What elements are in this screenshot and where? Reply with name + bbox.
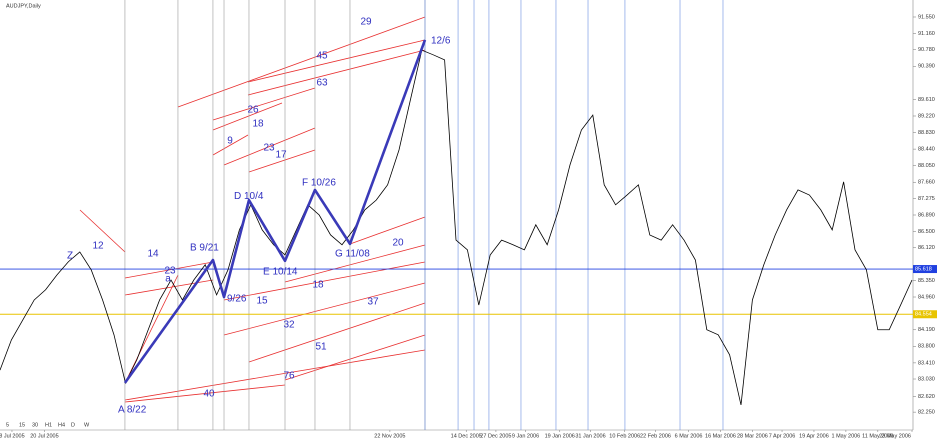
fan-label: 40 bbox=[203, 389, 215, 400]
y-tick-label: 90.390 bbox=[918, 64, 935, 70]
y-tick-label: 89.610 bbox=[918, 97, 935, 103]
y-tick-label: 84.190 bbox=[918, 327, 935, 333]
timeframe-button: H1 bbox=[45, 422, 52, 428]
wave-label: A 8/22 bbox=[118, 404, 147, 415]
chart-title: AUDJPY,Daily bbox=[6, 3, 41, 9]
y-tick-label: 89.220 bbox=[918, 113, 935, 119]
x-tick-label: 22 Feb 2006 bbox=[640, 433, 671, 439]
x-tick-label: 28 Mar 2006 bbox=[737, 433, 768, 439]
y-tick-label: 88.830 bbox=[918, 130, 935, 136]
x-tick-label: 19 Jan 2006 bbox=[545, 433, 575, 439]
fan-label: 45 bbox=[316, 51, 328, 62]
timeframe-button: W bbox=[84, 422, 90, 428]
fan-label: 18 bbox=[312, 280, 324, 291]
x-tick-label: 16 Mar 2006 bbox=[705, 433, 736, 439]
x-tick-label: 11 May 2006 bbox=[862, 433, 893, 439]
wave-label: F 10/26 bbox=[302, 178, 336, 189]
fan-lines bbox=[79, 16, 426, 403]
timeframe-button: D bbox=[71, 422, 75, 428]
wave-label: 12/6 bbox=[431, 36, 451, 47]
wave-label: 9/26 bbox=[227, 294, 247, 305]
y-tick-label: 86.500 bbox=[918, 229, 935, 235]
fan-label: a bbox=[165, 274, 171, 285]
x-tick-label: 1 May 2006 bbox=[832, 433, 861, 439]
x-tick-label: 23 May 2006 bbox=[879, 433, 911, 439]
x-tick-label: 8 Jul 2005 bbox=[0, 433, 25, 439]
x-tick-label: 20 Jul 2005 bbox=[30, 433, 58, 439]
x-tick-label: 6 Mar 2006 bbox=[675, 433, 703, 439]
y-tick-label: 83.410 bbox=[918, 360, 935, 366]
fan-label: 9 bbox=[227, 136, 233, 147]
fan-label: 23 bbox=[164, 266, 176, 277]
x-tick-label: 31 Jan 2006 bbox=[575, 433, 605, 439]
timeframe-button: 30 bbox=[32, 422, 38, 428]
wave-label: D 10/4 bbox=[234, 191, 264, 202]
fan-label: 20 bbox=[392, 238, 404, 249]
timeframe-button: 5 bbox=[6, 422, 9, 428]
x-tick-label: 19 Apr 2006 bbox=[799, 433, 829, 439]
fan-label: Z bbox=[67, 251, 73, 262]
y-tick-label: 83.800 bbox=[918, 344, 935, 350]
price-label: 84.554 bbox=[915, 312, 932, 318]
fan-label: 51 bbox=[315, 342, 327, 353]
wave-line bbox=[123, 39, 427, 384]
fan-label: 18 bbox=[252, 119, 264, 130]
fan-label: 32 bbox=[283, 320, 295, 331]
y-tick-label: 88.440 bbox=[918, 147, 935, 153]
y-tick-label: 82.620 bbox=[918, 394, 935, 400]
y-tick-label: 86.120 bbox=[918, 245, 935, 251]
wave-label: B 9/21 bbox=[190, 243, 219, 254]
wave-label: G 11/08 bbox=[335, 249, 370, 260]
fan-label: 37 bbox=[367, 297, 379, 308]
y-tick-label: 88.050 bbox=[918, 163, 935, 169]
fan-label: 29 bbox=[360, 17, 372, 28]
y-tick-label: 90.780 bbox=[918, 47, 935, 53]
x-tick-label: 9 Jan 2006 bbox=[512, 433, 539, 439]
y-tick-label: 87.660 bbox=[918, 180, 935, 186]
price-label-box bbox=[913, 265, 937, 274]
wave-label: E 10/14 bbox=[263, 267, 298, 278]
y-tick-label: 83.030 bbox=[918, 376, 935, 382]
price-label-box bbox=[913, 310, 937, 319]
fan-label: 26 bbox=[247, 105, 259, 116]
x-tick-label: 22 Nov 2005 bbox=[374, 433, 405, 439]
fan-label: 76 bbox=[283, 371, 295, 382]
x-tick-label: 10 Feb 2006 bbox=[609, 433, 640, 439]
price-line-series bbox=[0, 49, 913, 406]
fan-label: 12 bbox=[92, 241, 104, 252]
fan-label: 63 bbox=[316, 78, 328, 89]
price-label: 85.618 bbox=[915, 267, 932, 273]
x-tick-label: 14 Dec 2005 bbox=[451, 433, 482, 439]
y-tick-label: 85.350 bbox=[918, 278, 935, 284]
x-tick-label: 7 Apr 2006 bbox=[769, 433, 796, 439]
timeframe-button: 15 bbox=[19, 422, 25, 428]
fan-label: 23 bbox=[263, 143, 275, 154]
y-tick-label: 91.550 bbox=[918, 14, 935, 20]
y-tick-label: 82.250 bbox=[918, 410, 935, 416]
y-tick-label: 86.890 bbox=[918, 212, 935, 218]
y-tick-label: 87.275 bbox=[918, 196, 935, 202]
fan-label: 17 bbox=[275, 150, 287, 161]
fan-label: 14 bbox=[147, 249, 159, 260]
x-tick-label: 27 Dec 2005 bbox=[480, 433, 511, 439]
fan-label: 15 bbox=[256, 296, 268, 307]
y-tick-label: 84.960 bbox=[918, 294, 935, 300]
timeframe-button: H4 bbox=[58, 422, 65, 428]
y-tick-label: 91.160 bbox=[918, 31, 935, 37]
